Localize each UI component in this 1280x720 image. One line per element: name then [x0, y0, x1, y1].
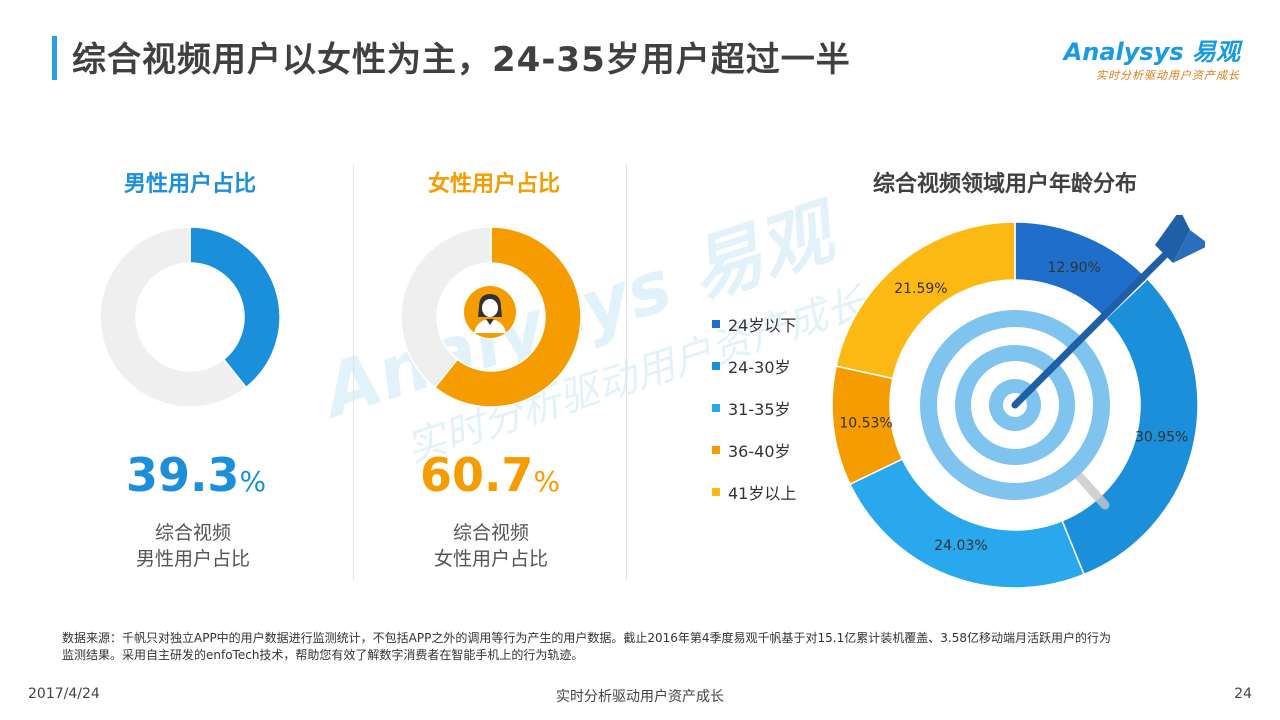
age-distribution-heading: 综合视频领域用户年龄分布 [872, 172, 1137, 197]
legend-swatch [712, 320, 720, 328]
age-distribution-legend: 24岁以下 24-30岁 31-35岁 36-40岁 41岁以上 [712, 310, 796, 520]
female-share-number: 60.7 [419, 448, 534, 502]
legend-swatch [712, 404, 720, 412]
legend-swatch [712, 488, 720, 496]
male-share-number: 39.3 [125, 448, 240, 502]
logo-slogan: 实时分析驱动用户资产成长 [1096, 69, 1240, 82]
legend-item: 41岁以上 [712, 478, 796, 506]
footnote-line1: 数据来源：千帆只对独立APP中的用户数据进行监测统计，不包括APP之外的调用等行… [62, 631, 1111, 645]
brand-logo: Analysys 易观 实时分析驱动用户资产成长 [1064, 32, 1240, 83]
age-data-label-1: 12.90% [1047, 260, 1100, 276]
panel-divider-right [626, 165, 627, 580]
title-accent-bar [52, 36, 57, 80]
legend-label: 24岁以下 [728, 316, 797, 335]
female-share-caption: 综合视频 女性用户占比 [381, 520, 601, 572]
legend-label: 31-35岁 [728, 400, 791, 419]
age-data-label-3: 24.03% [934, 538, 987, 554]
target-arrow-icon [920, 215, 1205, 510]
legend-item: 36-40岁 [712, 436, 796, 464]
logo-brand-text: Analysys 易观 [1063, 38, 1240, 66]
page-number: 24 [1234, 686, 1252, 702]
data-source-footnote: 数据来源：千帆只对独立APP中的用户数据进行监测统计，不包括APP之外的调用等行… [62, 630, 1222, 664]
female-caption-line1: 综合视频 [452, 522, 529, 544]
male-share-caption: 综合视频 男性用户占比 [83, 520, 303, 572]
female-share-value: 60.7% [380, 448, 600, 502]
male-share-slice-1 [189, 227, 280, 389]
female-share-slice-2 [401, 227, 492, 389]
footnote-line2: 监测结果。采用自主研发的enfoTech技术，帮助您有效了解数字消费者在智能手机… [62, 648, 584, 662]
age-slice-5 [835, 221, 1016, 380]
male-caption-line2: 男性用户占比 [135, 548, 250, 570]
footer-slogan: 实时分析驱动用户资产成长 [556, 689, 724, 705]
female-caption-line2: 女性用户占比 [433, 548, 548, 570]
legend-label: 36-40岁 [728, 442, 791, 461]
age-data-label-2: 30.95% [1135, 430, 1188, 446]
age-data-label-4: 10.53% [839, 415, 892, 431]
male-share-slice-2 [100, 227, 248, 407]
page-title: 综合视频用户以女性为主，24-35岁用户超过一半 [72, 40, 851, 80]
age-data-label-5: 21.59% [894, 281, 947, 297]
legend-label: 41岁以上 [728, 484, 797, 503]
male-share-value: 39.3% [86, 448, 306, 502]
female-share-unit: % [533, 465, 561, 498]
female-share-heading: 女性用户占比 [427, 172, 560, 197]
legend-item: 24岁以下 [712, 310, 796, 338]
age-distribution-donut-chart: 12.90% 30.95% 24.03% 10.53% 21.59% [831, 215, 1205, 589]
footer-date: 2017/4/24 [28, 686, 100, 702]
female-user-icon [464, 286, 516, 338]
panel-divider-left [353, 165, 354, 580]
legend-item: 31-35岁 [712, 394, 796, 422]
male-share-unit: % [239, 465, 267, 498]
male-share-heading: 男性用户占比 [123, 172, 256, 197]
female-share-donut-chart [401, 227, 581, 407]
legend-swatch [712, 446, 720, 454]
male-caption-line1: 综合视频 [154, 522, 231, 544]
legend-label: 24-30岁 [728, 358, 791, 377]
legend-item: 24-30岁 [712, 352, 796, 380]
female-share-slice-1 [433, 227, 581, 407]
legend-swatch [712, 362, 720, 370]
male-share-donut-chart [100, 227, 280, 407]
